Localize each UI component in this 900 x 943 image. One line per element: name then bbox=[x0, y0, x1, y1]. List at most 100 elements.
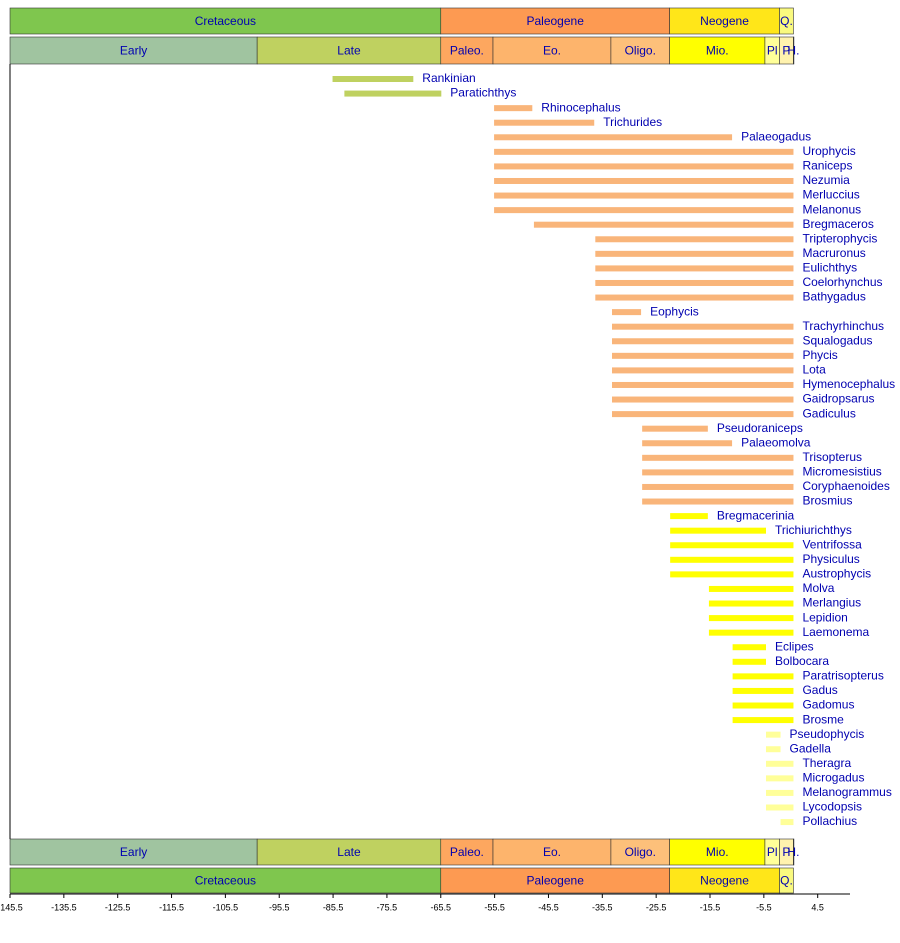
x-tick-label: -95.5 bbox=[269, 902, 290, 912]
epoch-label: Early bbox=[120, 44, 147, 58]
x-tick-label: -105.5 bbox=[213, 902, 239, 912]
taxon-label: Palaeomolva bbox=[741, 435, 811, 449]
taxon-bar bbox=[612, 352, 794, 359]
taxon-label: Tripterophycis bbox=[802, 231, 877, 245]
epoch-label: H. bbox=[787, 845, 799, 859]
epoch-label: Paleo. bbox=[450, 44, 484, 58]
taxon-label: Microgadus bbox=[802, 771, 864, 785]
epoch-box bbox=[440, 838, 494, 866]
period-box bbox=[779, 7, 794, 35]
x-tick-label: -5.5 bbox=[756, 902, 772, 912]
x-tick-label: -145.5 bbox=[0, 902, 23, 912]
taxon-bar bbox=[708, 600, 794, 607]
taxon-bar bbox=[494, 163, 794, 170]
epoch-box bbox=[440, 36, 494, 65]
taxon-label: Nezumia bbox=[802, 173, 850, 187]
taxon-bar bbox=[766, 775, 794, 782]
taxon-label: Phycis bbox=[802, 348, 837, 362]
taxon-bar bbox=[732, 702, 794, 709]
x-tick-label: -35.5 bbox=[592, 902, 613, 912]
period-box bbox=[440, 7, 670, 35]
taxon-label: Theragra bbox=[802, 756, 851, 770]
epoch-label: Oligo. bbox=[625, 44, 656, 58]
epoch-box bbox=[610, 838, 670, 866]
taxon-label: Physiculus bbox=[802, 552, 859, 566]
epoch-box bbox=[492, 838, 612, 866]
period-label: Cretaceous bbox=[195, 874, 256, 888]
taxon-label: Micromesistius bbox=[802, 465, 881, 479]
taxon-label: Gadus bbox=[802, 683, 837, 697]
x-tick-label: -45.5 bbox=[538, 902, 559, 912]
taxon-bar bbox=[766, 731, 781, 738]
taxon-label: Rankinian bbox=[422, 71, 475, 85]
taxon-label: Austrophycis bbox=[802, 567, 871, 581]
period-label: Cretaceous bbox=[195, 14, 256, 28]
taxon-bar bbox=[612, 367, 794, 374]
taxon-bar bbox=[612, 396, 794, 403]
taxon-bar bbox=[494, 177, 794, 184]
x-tick-label: -135.5 bbox=[51, 902, 77, 912]
taxon-label: Gadiculus bbox=[802, 406, 855, 420]
taxon-label: Eophycis bbox=[650, 304, 699, 318]
taxon-label: Rhinocephalus bbox=[541, 100, 620, 114]
taxon-bar bbox=[732, 717, 794, 724]
epoch-label: Paleo. bbox=[450, 845, 484, 859]
period-label: Paleogene bbox=[526, 14, 584, 28]
epoch-box bbox=[669, 838, 766, 866]
epoch-label: Mio. bbox=[706, 44, 729, 58]
period-box bbox=[669, 7, 780, 35]
taxon-bar bbox=[642, 469, 794, 476]
taxon-bar bbox=[670, 527, 766, 534]
taxon-label: Pollachius bbox=[802, 814, 857, 828]
taxon-label: Bathygadus bbox=[802, 290, 865, 304]
x-tick-label: -25.5 bbox=[646, 902, 667, 912]
period-box bbox=[779, 867, 794, 894]
taxon-bar bbox=[732, 644, 766, 651]
taxon-bar bbox=[595, 265, 794, 272]
taxon-label: Trichiurichthys bbox=[775, 523, 852, 537]
epoch-box bbox=[669, 36, 766, 65]
taxon-label: Merlangius bbox=[802, 596, 861, 610]
taxon-bar bbox=[612, 323, 794, 330]
x-tick-label: -85.5 bbox=[323, 902, 344, 912]
taxon-bar bbox=[766, 746, 781, 753]
epoch-box bbox=[9, 36, 258, 65]
epoch-label: P bbox=[782, 845, 790, 859]
taxon-label: Bolbocara bbox=[775, 654, 829, 668]
taxon-label: Trichurides bbox=[603, 115, 662, 129]
taxon-bar bbox=[494, 148, 794, 155]
taxon-bar bbox=[642, 483, 794, 490]
taxon-bar bbox=[780, 819, 794, 826]
epoch-label: Pl bbox=[767, 845, 778, 859]
taxon-bar bbox=[670, 513, 708, 520]
epoch-label: Eo. bbox=[543, 44, 561, 58]
taxon-bar bbox=[344, 90, 442, 97]
taxon-label: Paratrisopterus bbox=[802, 669, 883, 683]
taxon-bar bbox=[494, 192, 794, 199]
taxon-bar bbox=[708, 629, 794, 636]
taxon-label: Melanogrammus bbox=[802, 785, 891, 799]
epoch-box bbox=[256, 838, 442, 866]
taxon-label: Macruronus bbox=[802, 246, 865, 260]
taxon-label: Bregmacerinia bbox=[717, 508, 795, 522]
epoch-label: Late bbox=[337, 44, 361, 58]
taxon-bar bbox=[612, 309, 642, 316]
x-tick-label: -65.5 bbox=[431, 902, 452, 912]
taxon-label: Hymenocephalus bbox=[802, 377, 895, 391]
epoch-label: Late bbox=[337, 845, 361, 859]
taxon-label: Trisopterus bbox=[802, 450, 862, 464]
taxon-label: Urophycis bbox=[802, 144, 855, 158]
x-tick-label: -75.5 bbox=[377, 902, 398, 912]
taxon-label: Coryphaenoides bbox=[802, 479, 889, 493]
taxon-label: Brosmius bbox=[802, 494, 852, 508]
taxon-label: Pseudophycis bbox=[790, 727, 865, 741]
taxon-bar bbox=[732, 658, 766, 665]
epoch-label: Eo. bbox=[543, 845, 561, 859]
taxon-label: Gadomus bbox=[802, 698, 854, 712]
taxon-bar bbox=[642, 440, 733, 447]
taxon-label: Ventrifossa bbox=[802, 537, 862, 551]
taxon-label: Lycodopsis bbox=[802, 800, 862, 814]
taxon-bar bbox=[642, 498, 794, 505]
taxon-bar bbox=[708, 615, 794, 622]
taxon-bar bbox=[642, 425, 708, 432]
